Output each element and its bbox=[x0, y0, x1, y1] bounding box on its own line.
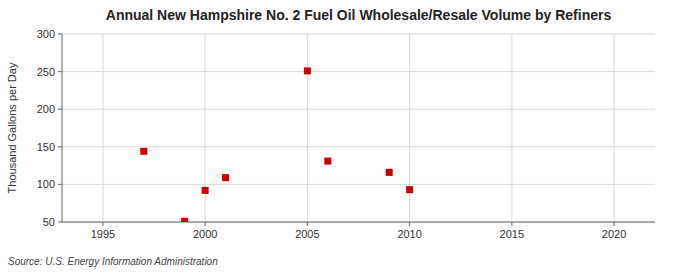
y-tick-label: 300 bbox=[37, 28, 55, 40]
grid-line-x bbox=[511, 34, 512, 222]
ticks: 1995 2000 2005 2010 2015 2020 50 100 150 200 250 30… bbox=[37, 28, 627, 240]
x-tick bbox=[205, 222, 206, 226]
chart-container: 1995 2000 2005 2010 2015 2020 50 100 150 200 250 30… bbox=[0, 0, 675, 275]
x-tick-label: 2015 bbox=[500, 228, 524, 240]
grid-line-y bbox=[62, 34, 655, 35]
y-tick bbox=[58, 109, 62, 110]
x-tick bbox=[307, 222, 308, 226]
x-tick-label: 2020 bbox=[602, 228, 626, 240]
grid-line-y bbox=[62, 222, 655, 223]
grid-line-x bbox=[102, 34, 103, 222]
point bbox=[181, 218, 188, 222]
x-tick bbox=[102, 222, 103, 226]
title: Annual New Hampshire No. 2 Fuel Oil Whol… bbox=[106, 7, 612, 23]
y-tick-label: 150 bbox=[37, 141, 55, 153]
points bbox=[140, 67, 413, 222]
y-tick-label: 100 bbox=[37, 178, 55, 190]
x-tick bbox=[409, 222, 410, 226]
y-tick bbox=[58, 34, 62, 35]
x-tick-label: 2005 bbox=[295, 228, 319, 240]
y-tick bbox=[58, 146, 62, 147]
y-tick-label: 50 bbox=[43, 216, 55, 228]
y-tick-label: 200 bbox=[37, 103, 55, 115]
grid-line-y bbox=[62, 184, 655, 185]
point bbox=[406, 186, 413, 193]
point bbox=[304, 67, 311, 74]
x-tick bbox=[511, 222, 512, 226]
y-tick bbox=[58, 184, 62, 185]
y-axis-line bbox=[62, 34, 63, 222]
grid bbox=[62, 34, 655, 222]
y-tick-label: 250 bbox=[37, 66, 55, 78]
grid-line-y bbox=[62, 109, 655, 110]
grid-line-x bbox=[614, 34, 615, 222]
grid-line-y bbox=[62, 146, 655, 147]
chart: 1995 2000 2005 2010 2015 2020 50 100 150 200 250 30… bbox=[0, 0, 675, 275]
y-tick bbox=[58, 222, 62, 223]
x-tick bbox=[614, 222, 615, 226]
source-note: Source: U.S. Energy Information Administ… bbox=[8, 256, 218, 267]
point bbox=[222, 174, 229, 181]
y-tick bbox=[58, 71, 62, 72]
point bbox=[140, 148, 147, 155]
grid-line-x bbox=[307, 34, 308, 222]
point bbox=[386, 169, 393, 176]
x-tick-label: 2010 bbox=[397, 228, 421, 240]
point bbox=[202, 187, 209, 194]
x-tick-label: 2000 bbox=[193, 228, 217, 240]
point bbox=[324, 158, 331, 165]
grid-line-y bbox=[62, 71, 655, 72]
x-axis-line bbox=[62, 222, 655, 223]
x-tick-label: 1995 bbox=[91, 228, 115, 240]
grid-line-x bbox=[409, 34, 410, 222]
y-axis-label: Thousand Gallons per Day bbox=[6, 62, 18, 193]
